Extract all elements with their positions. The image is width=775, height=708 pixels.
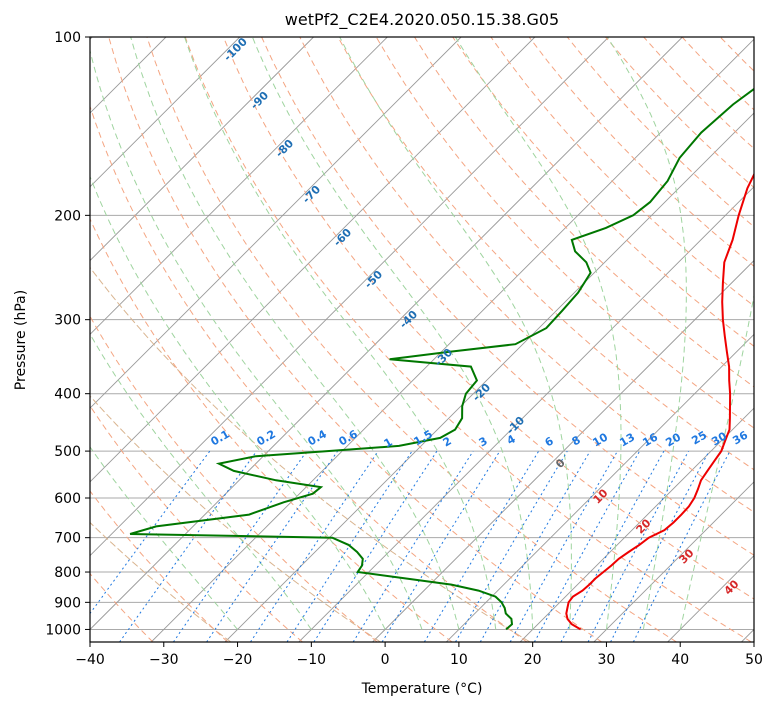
x-tick-label: −20	[223, 652, 253, 668]
isotherm-line	[519, 407, 754, 642]
mixing-ratio-line	[610, 450, 710, 642]
mixing-ratio-line	[587, 450, 690, 642]
x-tick-label: 50	[745, 652, 763, 668]
dry-adiabat	[184, 37, 752, 642]
mixing-ratio-line	[90, 450, 211, 615]
dry-adiabat	[108, 37, 602, 642]
mixing-ratio-line	[509, 450, 618, 642]
mixing-ratio-line	[352, 450, 474, 642]
chart-title: wetPf2_C2E4.2020.050.15.38.G05	[285, 10, 559, 30]
moist-adiabat	[339, 37, 572, 630]
moist-adiabat	[454, 37, 622, 630]
moist-adiabat	[606, 37, 687, 630]
mixing-ratio-line	[423, 450, 540, 642]
moist-adiabats	[90, 37, 754, 630]
mixing-ratio-line	[286, 450, 413, 642]
moist-adiabat	[251, 37, 534, 630]
isotherm-line	[446, 333, 754, 642]
dry-adiabat	[414, 37, 754, 388]
dry-adiabat	[90, 217, 453, 642]
x-tick-label: −40	[75, 652, 105, 668]
isotherm-line	[90, 37, 536, 483]
dry-adiabat	[261, 37, 754, 556]
isotherm-line	[224, 112, 754, 642]
isentrope-line	[90, 395, 381, 642]
isobar-grid	[90, 37, 754, 630]
plot-area: -100-90-80-70-60-50-40-30-20-100.1 0.2 0.4…	[90, 37, 754, 642]
dry-adiabat	[90, 404, 303, 642]
moist-adiabat	[90, 333, 312, 630]
x-tick-label: 30	[598, 652, 616, 668]
moist-adiabat	[130, 37, 460, 630]
isotherm-line	[90, 37, 241, 188]
y-tick-label: 100	[54, 30, 81, 46]
mixing-ratio-line	[172, 450, 308, 642]
mixing-ratio-line	[119, 450, 258, 642]
dry-adiabats	[90, 37, 754, 642]
isotherm-line	[372, 259, 754, 642]
mixing-ratio-lines	[90, 450, 731, 642]
x-axis-label: Temperature (°C)	[361, 681, 483, 697]
moist-adiabat	[679, 293, 754, 630]
isotherm-line	[593, 481, 754, 642]
mixing-ratio-line	[560, 450, 665, 642]
mixing-ratio-line	[381, 450, 501, 642]
mixing-ratio-line	[479, 450, 591, 642]
moist-adiabat	[184, 37, 497, 630]
y-tick-label: 300	[54, 313, 81, 329]
isentrope-line	[90, 266, 531, 642]
temperature-trace	[565, 172, 754, 631]
x-tick-label: 0	[381, 652, 390, 668]
y-tick-label: 700	[54, 531, 81, 547]
y-tick-label: 200	[54, 208, 81, 224]
dry-adiabat	[90, 105, 528, 642]
x-tick-label: −10	[297, 652, 327, 668]
x-tick-label: 10	[450, 652, 468, 668]
y-tick-label: 1000	[45, 622, 81, 638]
dry-adiabat	[222, 37, 754, 600]
y-tick-label: 800	[54, 565, 81, 581]
dry-adiabat	[90, 490, 229, 642]
x-tick-label: −30	[149, 652, 179, 668]
moist-adiabat	[90, 446, 238, 630]
dewpoint-trace	[129, 87, 754, 631]
plot-frame	[89, 36, 755, 643]
x-axis-ticks: −40 −30 −20 −10 0 10 20 30 40 50	[75, 642, 763, 668]
isotherm-line	[90, 37, 388, 335]
sounding-traces	[129, 87, 754, 631]
dry-adiabat	[452, 37, 754, 347]
isotherm-line	[150, 38, 754, 642]
moist-adiabat	[90, 48, 423, 630]
y-axis-label: Pressure (hPa)	[13, 290, 29, 390]
mixing-ratio-line	[632, 450, 731, 642]
isotherm-line	[90, 37, 609, 557]
dry-adiabat	[299, 37, 754, 513]
dry-adiabat	[146, 37, 677, 642]
mixing-ratio-line	[455, 450, 568, 642]
dry-adiabat	[337, 37, 754, 471]
isotherm-grid	[90, 37, 754, 642]
isotherm-line	[90, 37, 683, 631]
x-tick-label: 20	[524, 652, 542, 668]
dry-adiabat	[90, 315, 378, 642]
isotherm-line	[90, 37, 462, 409]
x-tick-label: 40	[671, 652, 689, 668]
y-tick-label: 900	[54, 595, 81, 611]
mixing-ratio-line	[313, 450, 438, 642]
isotherm-line	[90, 37, 314, 262]
y-tick-label: 600	[54, 491, 81, 507]
y-tick-label: 500	[54, 444, 81, 460]
isentrope-lines	[90, 266, 531, 642]
dry-adiabat	[375, 37, 754, 429]
y-tick-label: 400	[54, 387, 81, 403]
y-axis-ticks: 100 200 300 400 500 600 700 800 900 1000	[45, 30, 90, 638]
mixing-ratio-line	[533, 450, 641, 642]
isotherm-line	[298, 186, 754, 642]
